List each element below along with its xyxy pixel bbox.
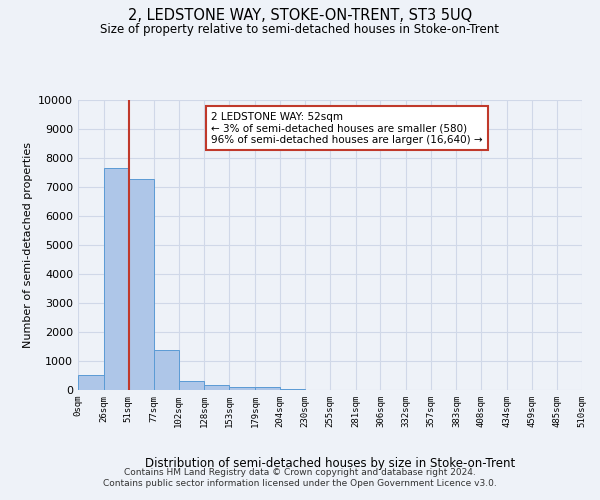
Bar <box>179 380 205 390</box>
Text: Distribution of semi-detached houses by size in Stoke-on-Trent: Distribution of semi-detached houses by … <box>145 458 515 470</box>
Text: 2, LEDSTONE WAY, STOKE-ON-TRENT, ST3 5UQ: 2, LEDSTONE WAY, STOKE-ON-TRENT, ST3 5UQ <box>128 8 472 22</box>
Text: 2 LEDSTONE WAY: 52sqm
← 3% of semi-detached houses are smaller (580)
96% of semi: 2 LEDSTONE WAY: 52sqm ← 3% of semi-detac… <box>211 112 483 145</box>
Bar <box>229 386 255 390</box>
Bar <box>154 350 179 390</box>
Text: Contains HM Land Registry data © Crown copyright and database right 2024.
Contai: Contains HM Land Registry data © Crown c… <box>103 468 497 487</box>
Y-axis label: Number of semi-detached properties: Number of semi-detached properties <box>23 142 32 348</box>
Bar <box>78 374 104 390</box>
Bar <box>255 388 280 390</box>
Bar <box>128 179 154 390</box>
Bar <box>104 168 128 390</box>
Bar <box>205 385 229 390</box>
Bar <box>280 388 305 390</box>
Text: Size of property relative to semi-detached houses in Stoke-on-Trent: Size of property relative to semi-detach… <box>101 22 499 36</box>
